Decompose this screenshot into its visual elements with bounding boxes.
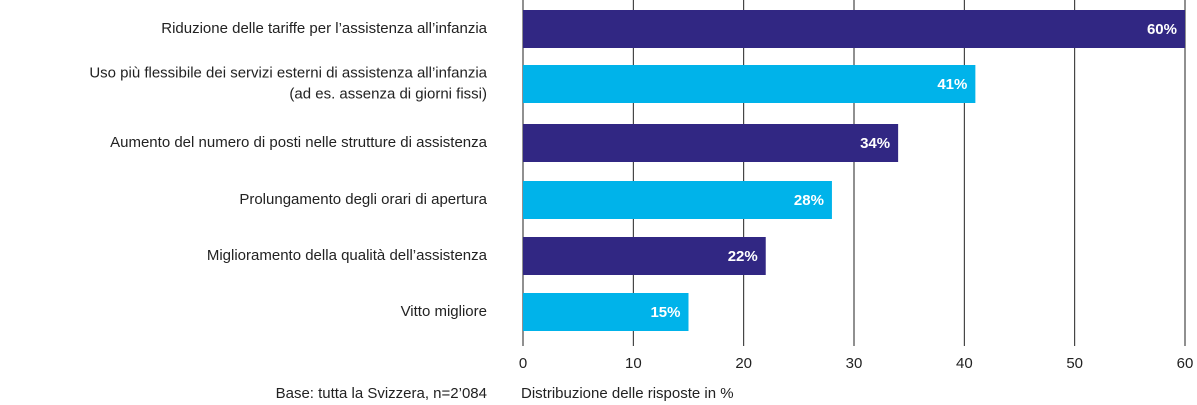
bar: [523, 65, 976, 103]
note: Base: tutta la Svizzera, n=2’084: [276, 385, 487, 402]
x-tick-label: 40: [956, 355, 973, 372]
bar: [523, 237, 766, 275]
x-tick-label: 50: [1066, 355, 1083, 372]
x-tick-label: 10: [625, 355, 642, 372]
data-label: 60%: [1147, 21, 1177, 38]
x-tick-label: 0: [519, 355, 527, 372]
bar: [523, 124, 899, 162]
data-label: 41%: [937, 76, 967, 93]
bar: [523, 10, 1185, 48]
data-label: 15%: [650, 304, 680, 321]
category-label: Aumento del numero di posti nelle strutt…: [110, 134, 488, 151]
x-tick-label: 20: [735, 355, 752, 372]
x-axis-label: Distribuzione delle risposte in %: [521, 385, 734, 402]
category-label: Uso più flessibile dei servizi esterni d…: [89, 64, 487, 81]
bar: [523, 293, 689, 331]
bar: [523, 181, 832, 219]
category-label: Miglioramento della qualità dell’assiste…: [207, 247, 488, 264]
category-label: Riduzione delle tariffe per l’assistenza…: [161, 20, 487, 37]
category-label: (ad es. assenza di giorni fissi): [289, 85, 487, 102]
category-label: Prolungamento degli orari di apertura: [239, 191, 487, 208]
x-tick-label: 30: [846, 355, 863, 372]
data-label: 22%: [728, 248, 758, 265]
x-tick-label: 60: [1177, 355, 1194, 372]
category-label: Vitto migliore: [401, 303, 487, 320]
data-label: 28%: [794, 192, 824, 209]
data-label: 34%: [860, 135, 890, 152]
